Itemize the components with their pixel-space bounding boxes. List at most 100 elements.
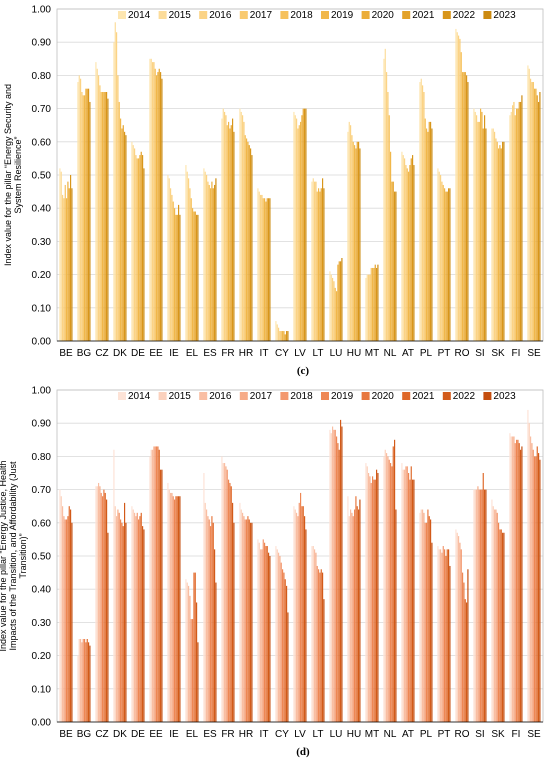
chart0-x-tick-label: IE bbox=[169, 348, 179, 359]
chart0-bar-SE-2023 bbox=[539, 92, 541, 341]
chart1-bar-PL-2019 bbox=[426, 522, 428, 722]
chart0-bar-ES-2015 bbox=[204, 171, 206, 341]
chart0-bar-ES-2017 bbox=[207, 181, 209, 341]
chart1-legend-swatch-2020 bbox=[361, 392, 370, 400]
chart1-bar-EE-2020 bbox=[157, 446, 159, 722]
chart0-bar-LU-2018 bbox=[334, 287, 336, 341]
chart0-bar-FI-2020 bbox=[517, 108, 519, 341]
chart1-bar-SI-2019 bbox=[480, 489, 482, 722]
chart0-bar-LV-2015 bbox=[294, 115, 296, 342]
chart0-x-tick-label: EL bbox=[186, 348, 199, 359]
chart1-bar-RO-2018 bbox=[460, 549, 462, 722]
chart0-bar-EL-2015 bbox=[186, 171, 188, 341]
chart0-legend-swatch-2021 bbox=[402, 11, 411, 19]
chart0-bar-CY-2020 bbox=[283, 331, 285, 341]
chart0-bar-SE-2019 bbox=[534, 88, 536, 342]
chart1-bar-LU-2019 bbox=[336, 436, 338, 722]
chart0-bar-SI-2019 bbox=[480, 108, 482, 341]
chart0-bar-PT-2019 bbox=[444, 188, 446, 341]
chart1-bar-SE-2017 bbox=[531, 443, 533, 722]
chart1-bar-MT-2019 bbox=[372, 476, 374, 722]
chart0-bar-BG-2016 bbox=[80, 78, 82, 341]
chart0-bar-AT-2023 bbox=[413, 165, 415, 341]
chart0-bar-CZ-2017 bbox=[99, 85, 101, 341]
chart0-x-tick-label: PT bbox=[438, 348, 451, 359]
chart0-y-axis-title: Index value for the pillar “Energy Secur… bbox=[3, 84, 23, 266]
chart0-x-tick-label: FR bbox=[221, 348, 234, 359]
chart1-bar-PT-2018 bbox=[442, 546, 444, 722]
chart1-bar-DE-2017 bbox=[135, 516, 137, 722]
chart1-bar-CY-2016 bbox=[278, 552, 280, 722]
chart1-legend: 2014 2015 2016 2017 2018 2019 2020 2021 2022 2023 bbox=[118, 391, 516, 402]
chart0-x-tick-label: HU bbox=[347, 348, 361, 359]
chart0-bar-FR-2018 bbox=[226, 125, 228, 341]
chart1-bar-SE-2016 bbox=[530, 436, 532, 722]
chart0-bar-DE-2020 bbox=[139, 155, 141, 341]
chart0-bar-EL-2014 bbox=[185, 165, 187, 341]
chart1-bar-LT-2016 bbox=[314, 549, 316, 722]
chart1-bar-HR-2016 bbox=[242, 512, 244, 722]
chart0-bar-SI-2020 bbox=[481, 111, 483, 341]
chart0-bar-EE-2021 bbox=[158, 68, 160, 341]
chart1-bar-DK-2016 bbox=[116, 516, 118, 722]
chart1-legend-label: 2020 bbox=[372, 391, 395, 402]
chart1-bar-LT-2018 bbox=[316, 565, 318, 722]
chart1-bar-SI-2015 bbox=[474, 489, 476, 722]
chart0-bar-HR-2023 bbox=[251, 155, 253, 341]
chart1-y-tick-label: 1.00 bbox=[32, 386, 52, 397]
chart0-bar-IT-2018 bbox=[262, 198, 264, 341]
chart0-bar-DE-2019 bbox=[138, 158, 140, 341]
chart0-bar-MT-2018 bbox=[370, 267, 372, 341]
chart0-bar-FR-2020 bbox=[229, 128, 231, 341]
chart0-bar-RO-2015 bbox=[456, 32, 458, 342]
chart1-bar-SE-2019 bbox=[534, 456, 536, 722]
chart1-bar-LV-2019 bbox=[300, 492, 302, 722]
chart1-bar-CY-2022 bbox=[286, 585, 288, 722]
chart1-legend-label: 2021 bbox=[412, 391, 435, 402]
chart1-bar-BE-2016 bbox=[62, 506, 64, 722]
chart1-bar-AT-2020 bbox=[409, 479, 411, 722]
chart0-bar-LU-2014 bbox=[329, 271, 331, 341]
chart1-bar-NL-2023 bbox=[395, 509, 397, 722]
chart1-bar-PT-2017 bbox=[441, 552, 443, 722]
chart0-bar-LT-2014 bbox=[311, 181, 313, 341]
chart1-y-tick-label: 0.50 bbox=[32, 552, 52, 563]
chart1-bar-DK-2018 bbox=[118, 512, 120, 722]
chart0-bar-LU-2022 bbox=[340, 261, 342, 341]
chart1-bar-EE-2018 bbox=[154, 446, 156, 722]
chart1-bar-FI-2019 bbox=[516, 439, 518, 722]
chart1-bar-LT-2021 bbox=[320, 569, 322, 722]
chart0-bar-PT-2021 bbox=[446, 191, 448, 341]
chart0-bar-CY-2021 bbox=[284, 334, 286, 341]
chart0-bar-CY-2017 bbox=[279, 331, 281, 341]
chart1-bar-LU-2023 bbox=[341, 426, 343, 722]
chart1-bar-AT-2019 bbox=[408, 473, 410, 722]
chart0-bar-MT-2023 bbox=[377, 264, 379, 341]
chart1-bar-ES-2022 bbox=[214, 549, 216, 722]
chart1-bar-SE-2021 bbox=[536, 446, 538, 722]
chart0-bar-IT-2014 bbox=[257, 188, 259, 341]
chart1-bar-EL-2014 bbox=[185, 579, 187, 722]
chart0-bar-NL-2017 bbox=[387, 92, 389, 341]
chart0-bar-SK-2021 bbox=[500, 148, 502, 341]
chart0-bar-HR-2018 bbox=[244, 135, 246, 341]
chart1-bar-HU-2022 bbox=[358, 509, 360, 722]
chart1-bar-ES-2016 bbox=[206, 509, 208, 722]
chart1-bar-SI-2018 bbox=[478, 489, 480, 722]
chart1-bar-IE-2017 bbox=[171, 492, 173, 722]
chart0-bar-IE-2019 bbox=[174, 208, 176, 341]
chart0-bar-FR-2015 bbox=[222, 108, 224, 341]
chart1-bar-ES-2017 bbox=[207, 516, 209, 722]
chart1-bar-PT-2015 bbox=[438, 549, 440, 722]
chart0-bar-PT-2020 bbox=[445, 191, 447, 341]
chart0-bar-SI-2018 bbox=[478, 121, 480, 341]
chart0-bar-EL-2019 bbox=[192, 208, 194, 341]
chart0-y-tick-label: 0.10 bbox=[32, 303, 52, 314]
chart0-bar-LV-2023 bbox=[305, 108, 307, 341]
chart0-x-tick-label: LT bbox=[313, 348, 324, 359]
chart1-bar-BE-2019 bbox=[66, 519, 68, 722]
chart1-bar-BG-2017 bbox=[81, 642, 83, 722]
chart1-bar-SI-2023 bbox=[485, 489, 487, 722]
chart1-bar-CZ-2019 bbox=[102, 496, 104, 722]
chart1-bar-EL-2016 bbox=[188, 585, 190, 722]
